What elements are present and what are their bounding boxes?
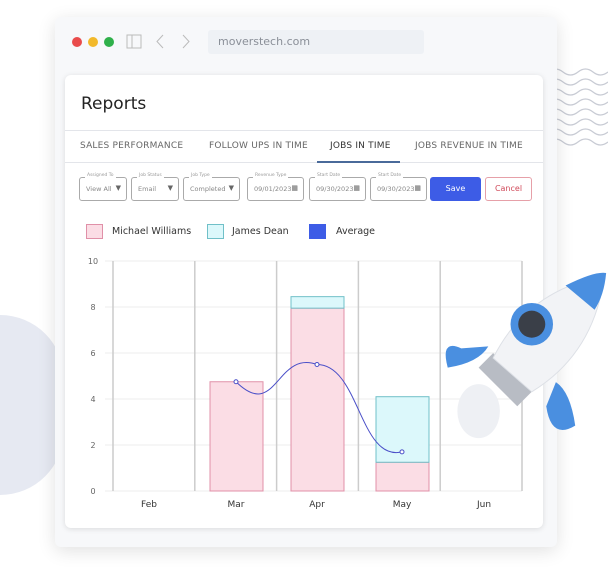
wave-lines-decoration (548, 68, 608, 146)
x-tick-label: May (393, 500, 412, 510)
tab-jobs-revenue-in-time[interactable]: JOBS REVENUE IN TIME (415, 141, 523, 151)
y-tick-label: 8 (90, 303, 95, 312)
start-date-input-2[interactable]: Start Date 09/30/2023 ▦ (370, 173, 427, 201)
job-type-select[interactable]: Job Type Completed ▼ (183, 173, 240, 201)
field-label: Start Date (315, 173, 343, 178)
y-tick-label: 6 (90, 349, 95, 358)
bar-michael-williams (375, 461, 430, 492)
bar-michael-williams (290, 307, 345, 492)
rocket-illustration (445, 272, 607, 439)
x-tick-label: Apr (309, 500, 325, 510)
x-tick-label: Mar (228, 500, 245, 510)
forward-icon[interactable] (181, 34, 191, 49)
tab-jobs-in-time[interactable]: JOBS IN TIME (330, 141, 391, 151)
tab-follow-ups-in-time[interactable]: FOLLOW UPS IN TIME (209, 141, 308, 151)
tab-bar: SALES PERFORMANCE FOLLOW UPS IN TIME JOB… (65, 130, 543, 163)
maximize-dot[interactable] (104, 37, 114, 47)
jobs-chart: 0 2 4 6 8 10 Feb Mar Apr May Jun (88, 257, 523, 510)
assigned-to-select[interactable]: Assigned To View All ▼ (79, 173, 127, 201)
start-date-input[interactable]: Start Date 09/30/2023 ▦ (309, 173, 366, 201)
x-tick-label: Jun (476, 500, 491, 510)
legend-swatch-average (309, 224, 326, 239)
field-value: Completed (190, 185, 226, 193)
field-label: Start Date (376, 173, 404, 178)
back-icon[interactable] (155, 34, 165, 49)
legend-label-james-dean: James Dean (232, 226, 289, 237)
save-button[interactable]: Save (430, 177, 481, 201)
field-label: Job Type (189, 173, 212, 178)
y-tick-label: 2 (90, 441, 95, 450)
field-value: Email (138, 185, 157, 193)
y-tick-label: 4 (90, 395, 95, 404)
cancel-button[interactable]: Cancel (485, 177, 532, 201)
minimize-dot[interactable] (88, 37, 98, 47)
field-value: 09/01/2023 (254, 185, 292, 193)
legend-swatch-michael-williams (86, 224, 103, 239)
x-tick-label: Feb (141, 500, 157, 510)
y-tick-label: 10 (88, 257, 98, 266)
field-label: Revenue Type (253, 173, 289, 178)
bar-michael-williams (209, 381, 264, 492)
active-tab-indicator (317, 161, 400, 163)
field-label: Assigned To (85, 173, 116, 178)
field-value: 09/30/2023 (377, 185, 415, 193)
decorative-blob (0, 315, 64, 495)
legend-label-average: Average (336, 226, 376, 237)
address-bar[interactable]: moverstech.com (208, 30, 424, 54)
close-dot[interactable] (72, 37, 82, 47)
average-point (233, 379, 239, 385)
field-value: View All (86, 185, 112, 193)
calendar-icon: ▦ (291, 184, 298, 192)
job-status-select[interactable]: Job Status Email ▼ (131, 173, 179, 201)
tab-sales-performance[interactable]: SALES PERFORMANCE (80, 141, 184, 151)
calendar-icon: ▦ (414, 184, 421, 192)
legend-swatch-james-dean (207, 224, 224, 239)
page-title: Reports (81, 94, 147, 114)
caret-down-icon: ▼ (228, 184, 234, 192)
sidebar-icon[interactable] (126, 34, 142, 49)
field-value: 09/30/2023 (316, 185, 354, 193)
bar-james-dean (290, 296, 345, 309)
legend-label-michael-williams: Michael Williams (112, 226, 192, 237)
average-point (314, 362, 320, 367)
calendar-icon: ▦ (353, 184, 360, 192)
average-point (399, 449, 405, 455)
field-label: Job Status (137, 173, 164, 178)
revenue-type-date[interactable]: Revenue Type 09/01/2023 ▦ (247, 173, 304, 201)
caret-down-icon: ▼ (167, 184, 173, 192)
caret-down-icon: ▼ (115, 184, 121, 192)
y-tick-label: 0 (90, 487, 95, 496)
